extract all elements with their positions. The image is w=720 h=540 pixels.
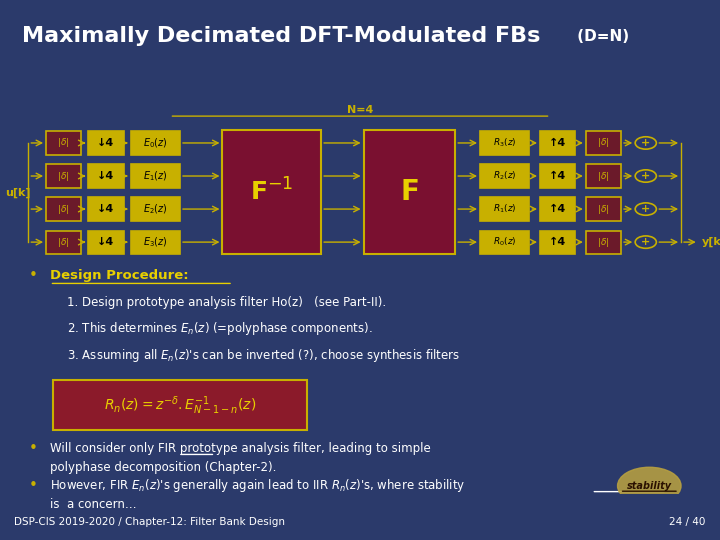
Text: $\mathbf{F}^{-1}$: $\mathbf{F}^{-1}$	[250, 178, 294, 205]
Text: 1. Design prototype analysis filter Ho(z)   (see Part-II).: 1. Design prototype analysis filter Ho(z…	[67, 295, 387, 308]
FancyBboxPatch shape	[89, 198, 124, 221]
Text: 24 / 40: 24 / 40	[669, 517, 706, 527]
Text: •: •	[28, 268, 37, 282]
Text: $R_n(z)=z^{-\delta}.E_{N-1-n}^{-1}(z)$: $R_n(z)=z^{-\delta}.E_{N-1-n}^{-1}(z)$	[104, 394, 256, 416]
Text: 3. Assuming all $E_n(z)$'s can be inverted (?), choose synthesis filters: 3. Assuming all $E_n(z)$'s can be invert…	[67, 347, 460, 364]
FancyBboxPatch shape	[480, 198, 529, 221]
Text: However, FIR $E_n(z)$'s generally again lead to IIR $R_n(z)$'s, where stability: However, FIR $E_n(z)$'s generally again …	[50, 477, 465, 494]
Text: is  a concern…: is a concern…	[50, 498, 136, 511]
FancyBboxPatch shape	[130, 231, 180, 254]
Text: +: +	[641, 204, 650, 214]
Text: $|\delta|$: $|\delta|$	[597, 235, 610, 248]
Text: ↑4: ↑4	[549, 171, 566, 181]
Text: $R_1(z)$: $R_1(z)$	[493, 203, 516, 215]
Text: 2. This determines $E_n(z)$ (=polyphase components).: 2. This determines $E_n(z)$ (=polyphase …	[67, 320, 373, 338]
Text: N=4: N=4	[347, 105, 373, 115]
Text: $E_3(z)$: $E_3(z)$	[143, 235, 168, 249]
Circle shape	[618, 467, 681, 504]
Text: Maximally Decimated DFT-Modulated FBs: Maximally Decimated DFT-Modulated FBs	[22, 26, 540, 46]
FancyBboxPatch shape	[480, 165, 529, 187]
FancyBboxPatch shape	[480, 131, 529, 154]
FancyBboxPatch shape	[480, 231, 529, 254]
FancyBboxPatch shape	[222, 130, 321, 254]
FancyBboxPatch shape	[89, 231, 124, 254]
FancyBboxPatch shape	[540, 165, 575, 187]
Text: $R_2(z)$: $R_2(z)$	[493, 170, 516, 183]
FancyBboxPatch shape	[46, 231, 81, 254]
Text: (D=N): (D=N)	[572, 29, 629, 44]
Text: $E_2(z)$: $E_2(z)$	[143, 202, 168, 216]
Text: +: +	[641, 138, 650, 148]
Text: ↑4: ↑4	[549, 237, 566, 247]
Text: $|\delta|$: $|\delta|$	[58, 170, 70, 183]
Text: Design Procedure:: Design Procedure:	[50, 269, 188, 282]
Text: DSP-CIS 2019-2020 / Chapter-12: Filter Bank Design: DSP-CIS 2019-2020 / Chapter-12: Filter B…	[14, 517, 285, 527]
FancyBboxPatch shape	[89, 131, 124, 154]
FancyBboxPatch shape	[130, 165, 180, 187]
Text: $\mathbf{F}$: $\mathbf{F}$	[400, 178, 418, 206]
Text: ↓4: ↓4	[97, 237, 114, 247]
FancyBboxPatch shape	[586, 165, 621, 187]
Text: ↓4: ↓4	[97, 171, 114, 181]
Text: Will consider only FIR prototype analysis filter, leading to simple: Will consider only FIR prototype analysi…	[50, 442, 431, 455]
Text: ↓4: ↓4	[97, 138, 114, 148]
Text: $|\delta|$: $|\delta|$	[58, 235, 70, 248]
Text: •: •	[28, 478, 37, 494]
Text: $|\delta|$: $|\delta|$	[597, 170, 610, 183]
FancyBboxPatch shape	[46, 131, 81, 154]
FancyBboxPatch shape	[586, 198, 621, 221]
FancyBboxPatch shape	[46, 198, 81, 221]
Text: polyphase decomposition (Chapter-2).: polyphase decomposition (Chapter-2).	[50, 461, 276, 474]
Text: •: •	[28, 441, 37, 456]
FancyBboxPatch shape	[130, 131, 180, 154]
Text: +: +	[641, 171, 650, 181]
Text: ↑4: ↑4	[549, 204, 566, 214]
Text: $R_0(z)$: $R_0(z)$	[493, 236, 516, 248]
Text: u[k]: u[k]	[5, 187, 30, 198]
Text: ↑4: ↑4	[549, 138, 566, 148]
Text: y[k]: y[k]	[702, 237, 720, 247]
Text: +: +	[641, 237, 650, 247]
FancyBboxPatch shape	[89, 165, 124, 187]
FancyBboxPatch shape	[540, 198, 575, 221]
Text: ↓4: ↓4	[97, 204, 114, 214]
FancyBboxPatch shape	[130, 198, 180, 221]
Text: $|\delta|$: $|\delta|$	[597, 202, 610, 215]
Text: $|\delta|$: $|\delta|$	[597, 137, 610, 150]
Text: stability: stability	[626, 481, 672, 491]
FancyBboxPatch shape	[586, 231, 621, 254]
FancyBboxPatch shape	[46, 165, 81, 187]
Text: $|\delta|$: $|\delta|$	[58, 137, 70, 150]
FancyBboxPatch shape	[540, 231, 575, 254]
Text: $|\delta|$: $|\delta|$	[58, 202, 70, 215]
FancyBboxPatch shape	[364, 130, 455, 254]
FancyBboxPatch shape	[53, 381, 307, 430]
Text: $R_3(z)$: $R_3(z)$	[493, 137, 516, 149]
FancyBboxPatch shape	[586, 131, 621, 154]
Text: $E_1(z)$: $E_1(z)$	[143, 169, 168, 183]
Text: $E_0(z)$: $E_0(z)$	[143, 136, 168, 150]
FancyBboxPatch shape	[540, 131, 575, 154]
